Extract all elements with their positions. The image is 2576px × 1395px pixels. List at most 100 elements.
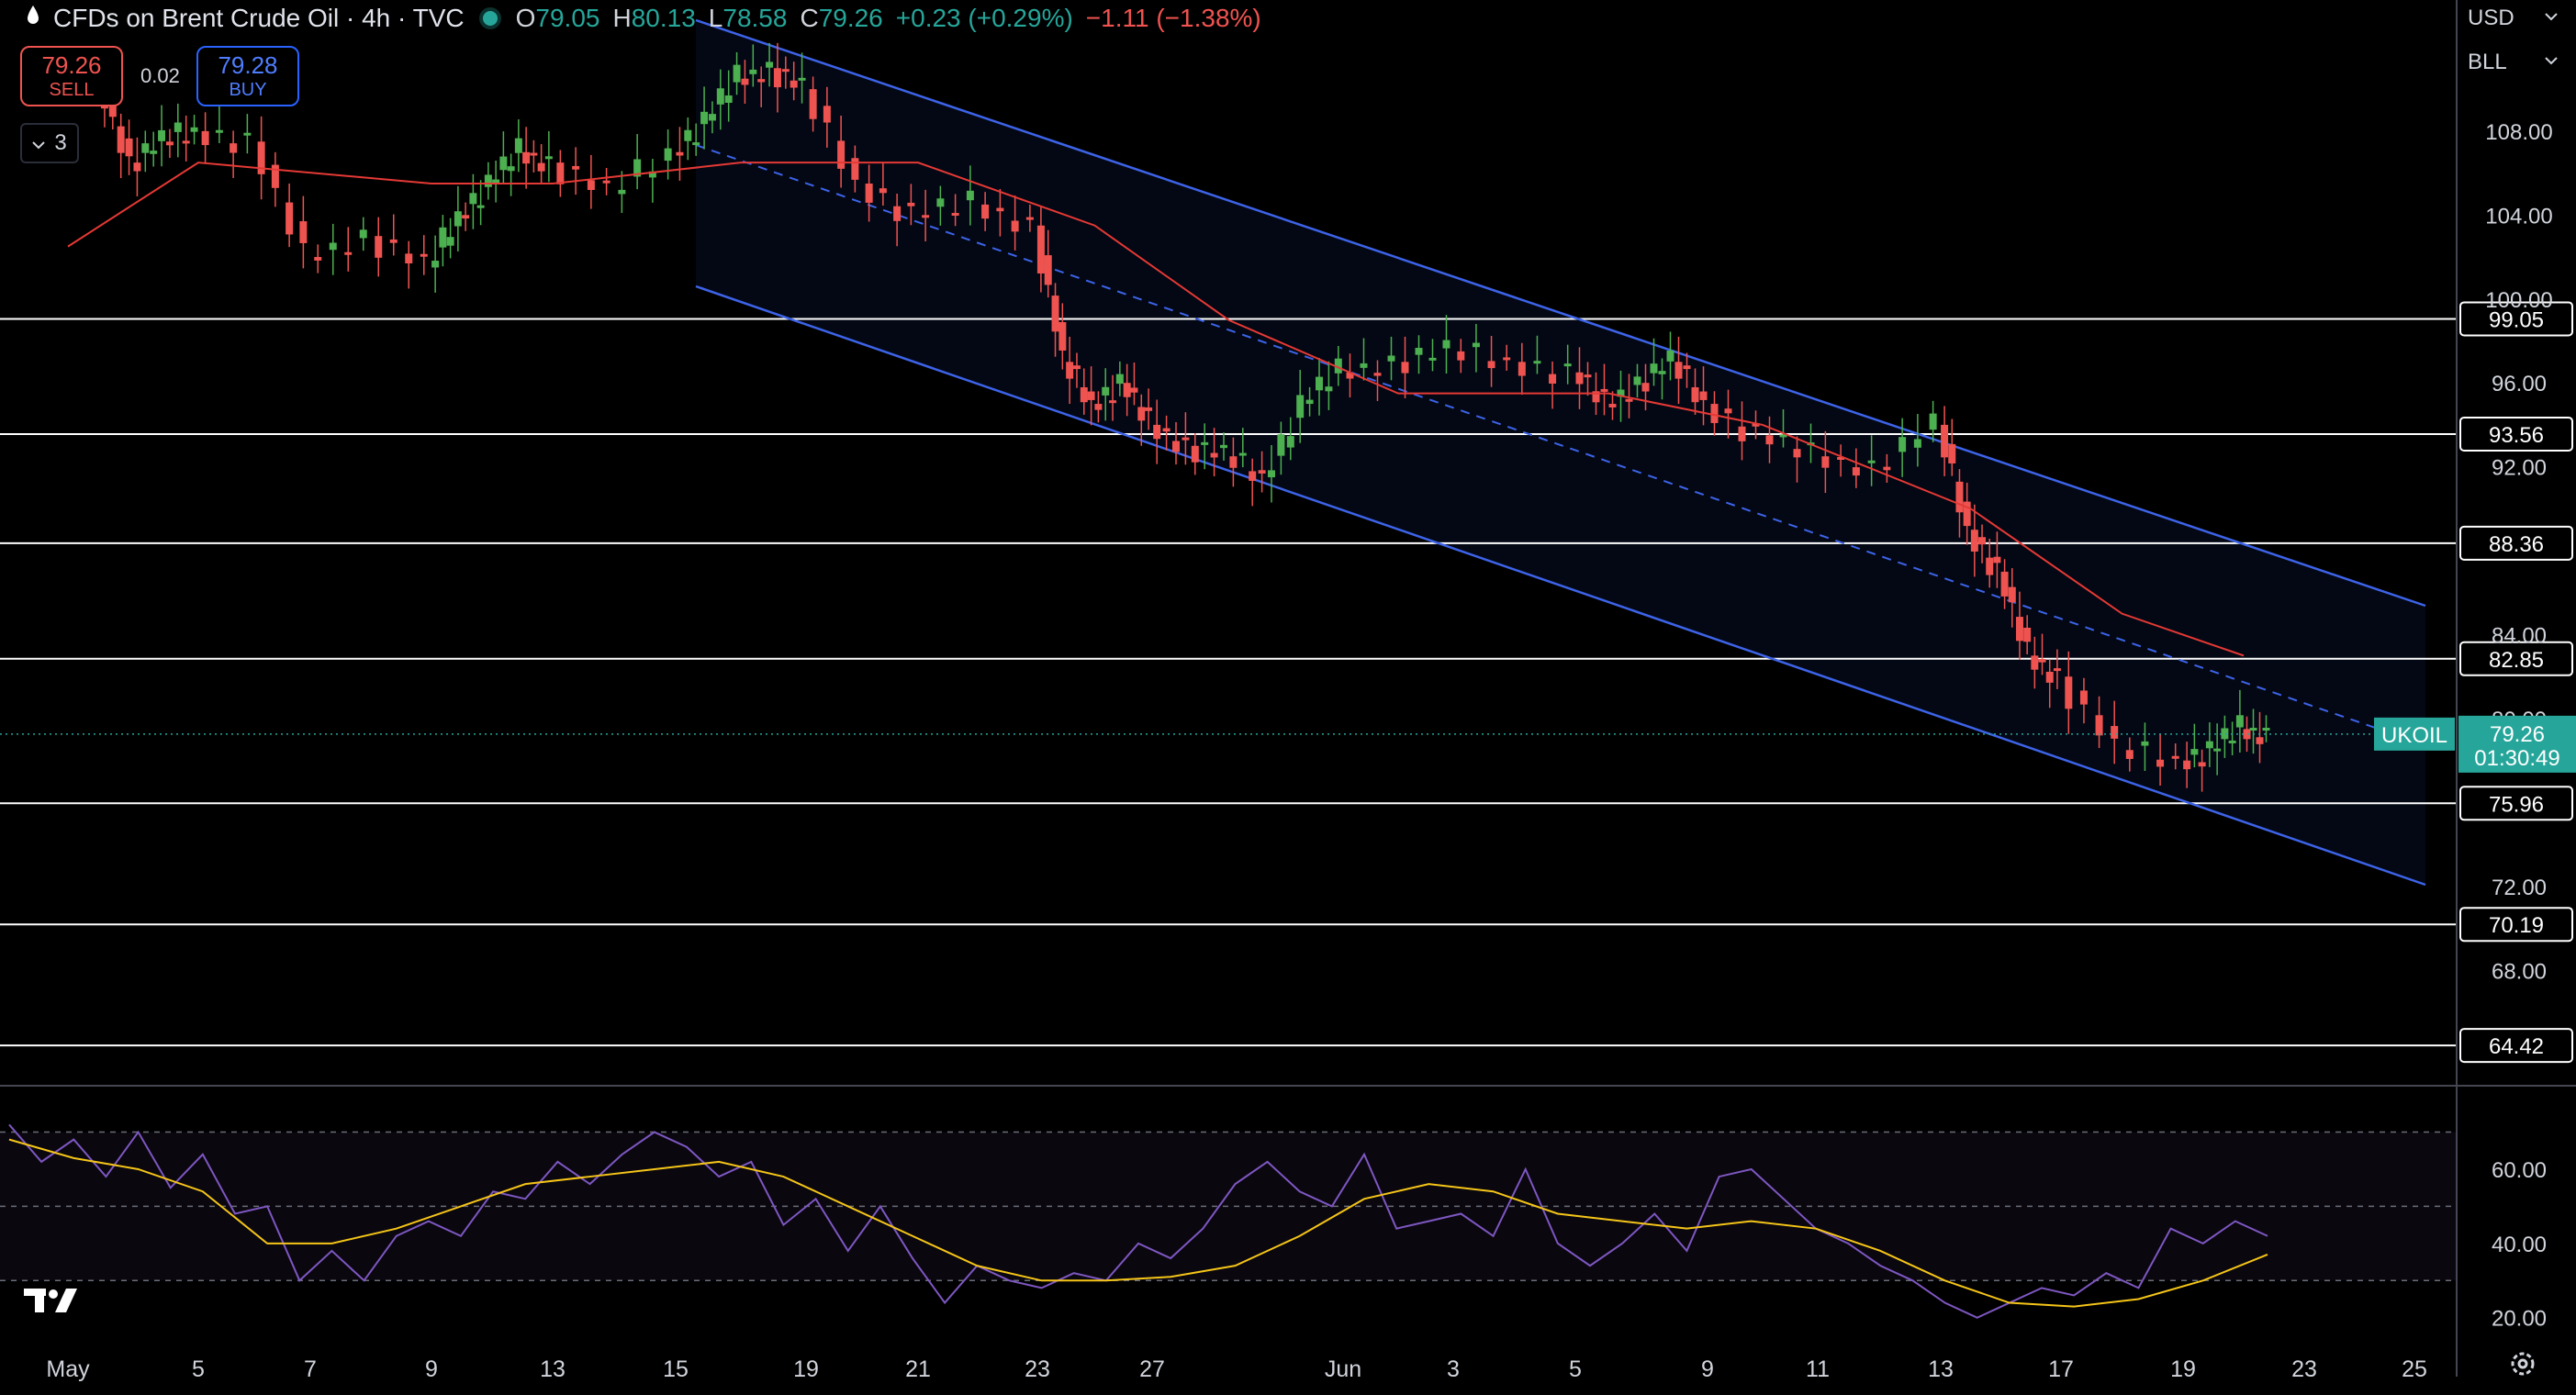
candle-body — [1325, 386, 1333, 392]
candle-body — [1305, 399, 1314, 405]
candle-body — [1025, 217, 1034, 220]
symbol-tag-label: UKOIL — [2381, 723, 2447, 748]
candle-body — [1592, 391, 1600, 403]
candle-body — [1650, 363, 1658, 374]
ohlc-open: O79.05 — [515, 4, 600, 32]
unit-selector[interactable]: BLL — [2468, 50, 2558, 75]
x-tick-label: 21 — [905, 1356, 931, 1382]
candle-body — [271, 164, 279, 188]
candle-body — [2243, 729, 2251, 740]
candle-body — [966, 190, 974, 201]
candle-body — [2079, 690, 2088, 705]
candle-body — [1738, 426, 1746, 441]
candle-body — [1883, 466, 1891, 471]
candle-body — [454, 211, 462, 227]
candle-body — [922, 215, 930, 218]
candle-body — [1779, 434, 1787, 438]
indicators-toggle[interactable]: 3 — [20, 123, 79, 163]
candle-body — [1584, 374, 1592, 378]
candle-body — [2095, 715, 2103, 736]
candle-body — [1837, 457, 1845, 461]
sell-button[interactable]: 79.26 SELL — [20, 46, 123, 106]
candle-body — [1058, 322, 1067, 351]
x-tick-label: Jun — [1325, 1356, 1361, 1382]
candle-body — [201, 130, 209, 146]
candle-body — [420, 253, 428, 257]
candle-body — [2065, 676, 2073, 709]
candle-body — [1229, 456, 1238, 468]
candle-body — [359, 229, 367, 239]
x-tick-label: 25 — [2402, 1356, 2427, 1382]
symbol-title[interactable]: CFDs on Brent Crude Oil · 4h · TVC — [53, 4, 465, 32]
x-tick-label: 15 — [663, 1356, 689, 1382]
candle-body — [823, 106, 831, 123]
candle-body — [1360, 363, 1368, 368]
candle-body — [174, 122, 182, 132]
spread-value: 0.02 — [140, 64, 180, 87]
candle-body — [446, 237, 454, 246]
x-tick-label: 5 — [1569, 1356, 1582, 1382]
candle-body — [556, 162, 565, 184]
candle-body — [1387, 355, 1395, 362]
candle-body — [2256, 737, 2264, 744]
buy-button[interactable]: 79.28 BUY — [196, 46, 299, 106]
candle-body — [117, 126, 125, 153]
candle-body — [125, 138, 133, 157]
x-tick-label: 13 — [1928, 1356, 1954, 1382]
candle-body — [633, 159, 642, 177]
candle-body — [2023, 627, 2032, 642]
candle-body — [936, 198, 945, 207]
x-tick-label: 9 — [1701, 1356, 1714, 1382]
candle-body — [1710, 404, 1719, 423]
candle-body — [544, 156, 553, 160]
chart-header: CFDs on Brent Crude Oil · 4h · TVC O79.0… — [26, 0, 1261, 37]
candle-body — [1373, 373, 1382, 376]
candle-body — [1699, 391, 1708, 400]
oil-drop-icon — [26, 4, 40, 33]
candle-body — [469, 193, 477, 205]
candle-body — [108, 97, 117, 117]
bar-countdown-label: 01:30:49 — [2474, 746, 2559, 771]
y-tick-label: 108.00 — [2485, 120, 2552, 145]
candle-body — [1316, 376, 1323, 391]
candle-body — [2125, 750, 2134, 759]
level-tag — [2459, 416, 2573, 452]
candle-body — [133, 162, 141, 172]
candle-body — [1549, 374, 1557, 384]
candle-body — [618, 189, 626, 195]
y-tick-label: 100.00 — [2485, 288, 2552, 313]
gear-icon[interactable] — [2508, 1349, 2537, 1378]
chevron-down-icon — [2545, 6, 2558, 31]
candle-body — [1137, 407, 1146, 421]
candle-body — [1036, 225, 1045, 273]
candle-body — [676, 151, 684, 156]
candle-body — [507, 166, 515, 172]
candle-body — [537, 162, 545, 172]
candle-body — [1109, 400, 1117, 404]
candle-body — [1130, 387, 1138, 393]
candle-body — [749, 69, 757, 74]
x-tick-label: 17 — [2048, 1356, 2074, 1382]
candle-body — [1051, 296, 1059, 332]
candle-body — [2008, 586, 2016, 603]
candle-body — [1600, 388, 1608, 392]
candle-body — [1080, 386, 1088, 403]
candle-body — [158, 129, 166, 141]
x-tick-label: 9 — [425, 1356, 438, 1382]
candle-body — [1608, 404, 1617, 407]
candle-body — [257, 141, 265, 174]
currency-selector[interactable]: USD — [2468, 6, 2558, 31]
candle-body — [1044, 255, 1052, 285]
candle-body — [757, 79, 766, 83]
tradingview-logo-icon[interactable] — [24, 1285, 83, 1316]
x-tick-label: 23 — [2291, 1356, 2317, 1382]
channel-fill — [696, 20, 2425, 885]
candle-body — [476, 205, 485, 208]
candle-body — [2111, 726, 2119, 739]
ohlc-close: C79.26 — [800, 4, 883, 32]
candle-body — [1683, 365, 1691, 370]
level-label: 99.05 — [2489, 307, 2544, 332]
candle-body — [733, 64, 741, 83]
level-label: 64.42 — [2489, 1034, 2544, 1059]
